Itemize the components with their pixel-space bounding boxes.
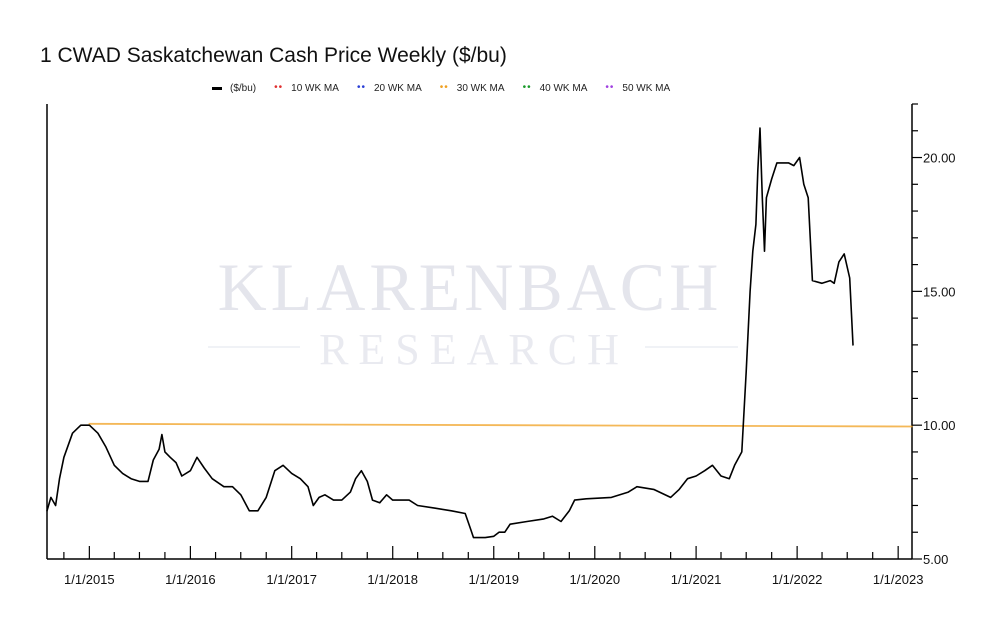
y-tick-label: 5.00 [923,552,948,567]
x-tick-label: 1/1/2020 [569,572,620,587]
x-tick-label: 1/1/2022 [772,572,823,587]
legend-label: 50 WK MA [622,82,671,94]
chart-title: 1 CWAD Saskatchewan Cash Price Weekly ($… [40,44,507,67]
watermark: KLARENBACH RESEARCH [208,249,738,374]
legend-label: ($/bu) [230,82,257,94]
legend-item-40wk: •• 40 WK MA [523,83,588,94]
chart-legend: ($/bu) •• 10 WK MA •• 20 WK MA •• 30 WK … [212,80,688,96]
legend-label: 20 WK MA [373,82,422,94]
ma-30wk-line [88,422,913,428]
x-tick-label: 1/1/2016 [165,572,216,587]
legend-dots-symbol: •• [522,82,532,93]
y-tick-label: 20.00 [923,151,956,166]
x-tick-label: 1/1/2017 [266,572,317,587]
watermark-text-secondary: RESEARCH [319,325,629,374]
x-axis-ticks: 1/1/2015 1/1/2016 1/1/2017 1/1/2018 1/1/2019… [63,546,924,587]
x-tick-label: 1/1/2019 [468,572,519,587]
x-tick-label: 1/1/2023 [873,572,924,587]
x-tick-label: 1/1/2015 [64,572,115,587]
legend-item-10wk: •• 10 WK MA [274,83,339,94]
legend-line-symbol [212,86,222,90]
x-tick-label: 1/1/2021 [671,572,722,587]
legend-dots-symbol: •• [605,82,615,93]
y-tick-label: 10.00 [923,418,956,433]
legend-item-price: ($/bu) [212,83,256,94]
y-tick-label: 15.00 [923,284,956,299]
legend-dots-symbol: •• [274,82,284,93]
legend-label: 40 WK MA [539,82,588,94]
watermark-text-primary: KLARENBACH [218,249,723,325]
y-axis-ticks: 5.00 10.00 15.00 20.00 [912,103,956,567]
legend-dots-symbol: •• [439,82,449,93]
legend-label: 10 WK MA [291,82,339,94]
legend-item-50wk: •• 50 WK MA [605,83,670,94]
x-tick-label: 1/1/2018 [367,572,418,587]
legend-label: 30 WK MA [456,82,505,94]
legend-dots-symbol: •• [356,82,366,93]
price-line [46,127,854,539]
legend-item-30wk: •• 30 WK MA [440,83,505,94]
legend-item-20wk: •• 20 WK MA [357,83,422,94]
series-layer [46,127,913,539]
